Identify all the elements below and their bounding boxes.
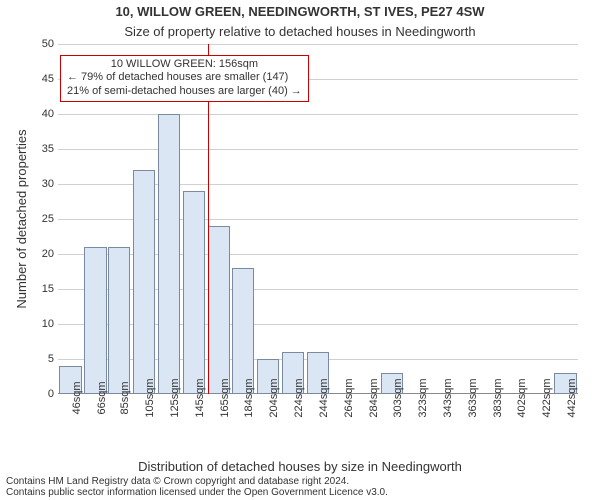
y-tick-label: 5 — [48, 353, 54, 365]
x-axis-label: Distribution of detached houses by size … — [0, 459, 600, 474]
x-tick-label: 145sqm — [194, 378, 206, 417]
annotation-line-2: ← 79% of detached houses are smaller (14… — [67, 71, 302, 85]
x-tick-label: 224sqm — [293, 378, 305, 417]
annotation-line-1: 10 WILLOW GREEN: 156sqm — [67, 58, 302, 72]
y-axis-label: Number of detached properties — [14, 129, 29, 308]
histogram-bar — [232, 268, 254, 394]
plot-area: 0510152025303540455046sqm66sqm85sqm105sq… — [58, 44, 578, 394]
x-tick-label: 303sqm — [392, 378, 404, 417]
x-tick-label: 323sqm — [417, 378, 429, 417]
footer-attribution: Contains HM Land Registry data © Crown c… — [6, 476, 388, 498]
annotation-box: 10 WILLOW GREEN: 156sqm← 79% of detached… — [60, 55, 309, 102]
histogram-bar — [133, 170, 155, 394]
x-tick-label: 402sqm — [516, 378, 528, 417]
gridline — [58, 44, 578, 45]
y-tick-label: 40 — [42, 108, 54, 120]
x-tick-label: 125sqm — [169, 378, 181, 417]
x-tick-label: 442sqm — [566, 378, 578, 417]
x-tick-label: 264sqm — [343, 378, 355, 417]
histogram-bar — [208, 226, 230, 394]
x-tick-label: 85sqm — [119, 381, 131, 414]
x-tick-label: 383sqm — [492, 378, 504, 417]
histogram-bar — [108, 247, 130, 394]
x-tick-label: 422sqm — [541, 378, 553, 417]
footer-line-1: Contains HM Land Registry data © Crown c… — [6, 476, 388, 487]
footer-line-2: Contains public sector information licen… — [6, 487, 388, 498]
y-tick-label: 45 — [42, 73, 54, 85]
x-tick-label: 284sqm — [368, 378, 380, 417]
x-tick-label: 46sqm — [71, 381, 83, 414]
chart-title-line1: 10, WILLOW GREEN, NEEDINGWORTH, ST IVES,… — [0, 4, 600, 19]
y-tick-label: 0 — [48, 388, 54, 400]
y-tick-label: 30 — [42, 178, 54, 190]
x-tick-label: 343sqm — [442, 378, 454, 417]
y-tick-label: 10 — [42, 318, 54, 330]
y-tick-label: 50 — [42, 38, 54, 50]
x-tick-label: 244sqm — [318, 378, 330, 417]
histogram-bar — [183, 191, 205, 394]
x-tick-label: 204sqm — [268, 378, 280, 417]
histogram-bar — [84, 247, 106, 394]
x-tick-label: 165sqm — [219, 378, 231, 417]
x-tick-label: 105sqm — [144, 378, 156, 417]
y-tick-label: 35 — [42, 143, 54, 155]
chart-title-line2: Size of property relative to detached ho… — [0, 24, 600, 39]
x-tick-label: 184sqm — [243, 378, 255, 417]
y-tick-label: 20 — [42, 248, 54, 260]
gridline — [58, 149, 578, 150]
x-tick-label: 363sqm — [467, 378, 479, 417]
y-tick-label: 25 — [42, 213, 54, 225]
annotation-line-3: 21% of semi-detached houses are larger (… — [67, 85, 302, 99]
gridline — [58, 114, 578, 115]
x-tick-label: 66sqm — [96, 381, 108, 414]
histogram-bar — [158, 114, 180, 394]
y-tick-label: 15 — [42, 283, 54, 295]
